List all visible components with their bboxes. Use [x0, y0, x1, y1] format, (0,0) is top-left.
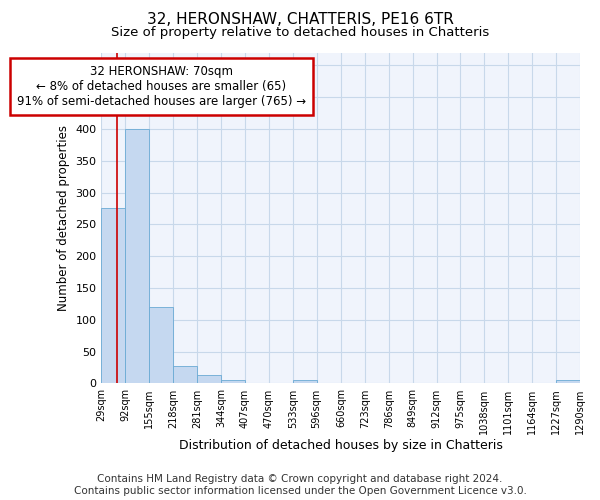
Bar	[197, 374, 221, 384]
Y-axis label: Number of detached properties: Number of detached properties	[57, 125, 70, 311]
Bar	[101, 208, 125, 384]
Text: 32, HERONSHAW, CHATTERIS, PE16 6TR: 32, HERONSHAW, CHATTERIS, PE16 6TR	[146, 12, 454, 28]
Bar	[221, 380, 245, 384]
Bar	[293, 380, 317, 384]
Bar	[125, 129, 149, 384]
Text: Size of property relative to detached houses in Chatteris: Size of property relative to detached ho…	[111, 26, 489, 39]
Bar	[556, 380, 580, 384]
Text: 32 HERONSHAW: 70sqm
← 8% of detached houses are smaller (65)
91% of semi-detache: 32 HERONSHAW: 70sqm ← 8% of detached hou…	[17, 65, 306, 108]
Bar	[149, 307, 173, 384]
X-axis label: Distribution of detached houses by size in Chatteris: Distribution of detached houses by size …	[179, 440, 503, 452]
Bar	[173, 366, 197, 384]
Text: Contains HM Land Registry data © Crown copyright and database right 2024.
Contai: Contains HM Land Registry data © Crown c…	[74, 474, 526, 496]
